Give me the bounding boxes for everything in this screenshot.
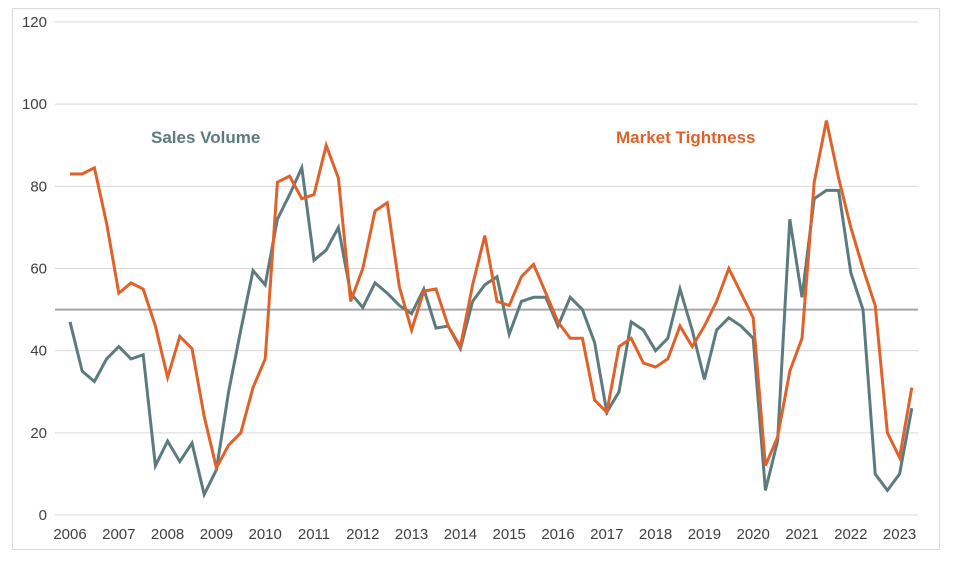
x-axis-ticks: 2006 2007 2008 2009 2010 2011 2012 2013 2014 2015…: [53, 526, 916, 543]
y-tick-label: 0: [39, 507, 47, 524]
x-tick-label: 2012: [346, 526, 379, 543]
series-line-market-tightness: [70, 120, 914, 472]
x-tick-label: 2022: [834, 526, 867, 543]
y-tick-label: 20: [30, 425, 47, 442]
y-tick-label: 80: [30, 178, 47, 195]
x-tick-label: 2019: [688, 526, 721, 543]
x-tick-label: 2013: [395, 526, 428, 543]
x-tick-label: 2011: [298, 526, 330, 543]
x-tick-label: 2021: [785, 526, 818, 543]
y-tick-label: 60: [30, 261, 47, 278]
x-tick-label: 2023: [883, 526, 916, 543]
series-line-sales-volume: [68, 162, 914, 499]
y-tick-label: 40: [30, 343, 47, 360]
x-tick-label: 2016: [541, 526, 574, 543]
x-tick-label: 2009: [200, 526, 233, 543]
x-tick-label: 2014: [444, 526, 477, 543]
x-tick-label: 2007: [102, 526, 135, 543]
x-tick-label: 2017: [590, 526, 623, 543]
x-tick-label: 2006: [53, 526, 86, 543]
x-tick-label: 2015: [493, 526, 526, 543]
x-tick-label: 2008: [151, 526, 184, 543]
x-tick-label: 2010: [249, 526, 282, 543]
x-tick-label: 2020: [737, 526, 770, 543]
y-axis-ticks: 0 20 40 60 80 100 120: [22, 14, 47, 524]
x-tick-label: 2018: [639, 526, 672, 543]
series-label-sales-volume: Sales Volume: [151, 128, 260, 147]
gridlines: [55, 21, 918, 516]
series-lines: [68, 120, 914, 499]
chart-frame: [12, 8, 940, 550]
y-tick-label: 100: [22, 96, 47, 113]
series-label-market-tightness: Market Tightness: [616, 128, 756, 147]
y-tick-label: 120: [22, 14, 47, 31]
